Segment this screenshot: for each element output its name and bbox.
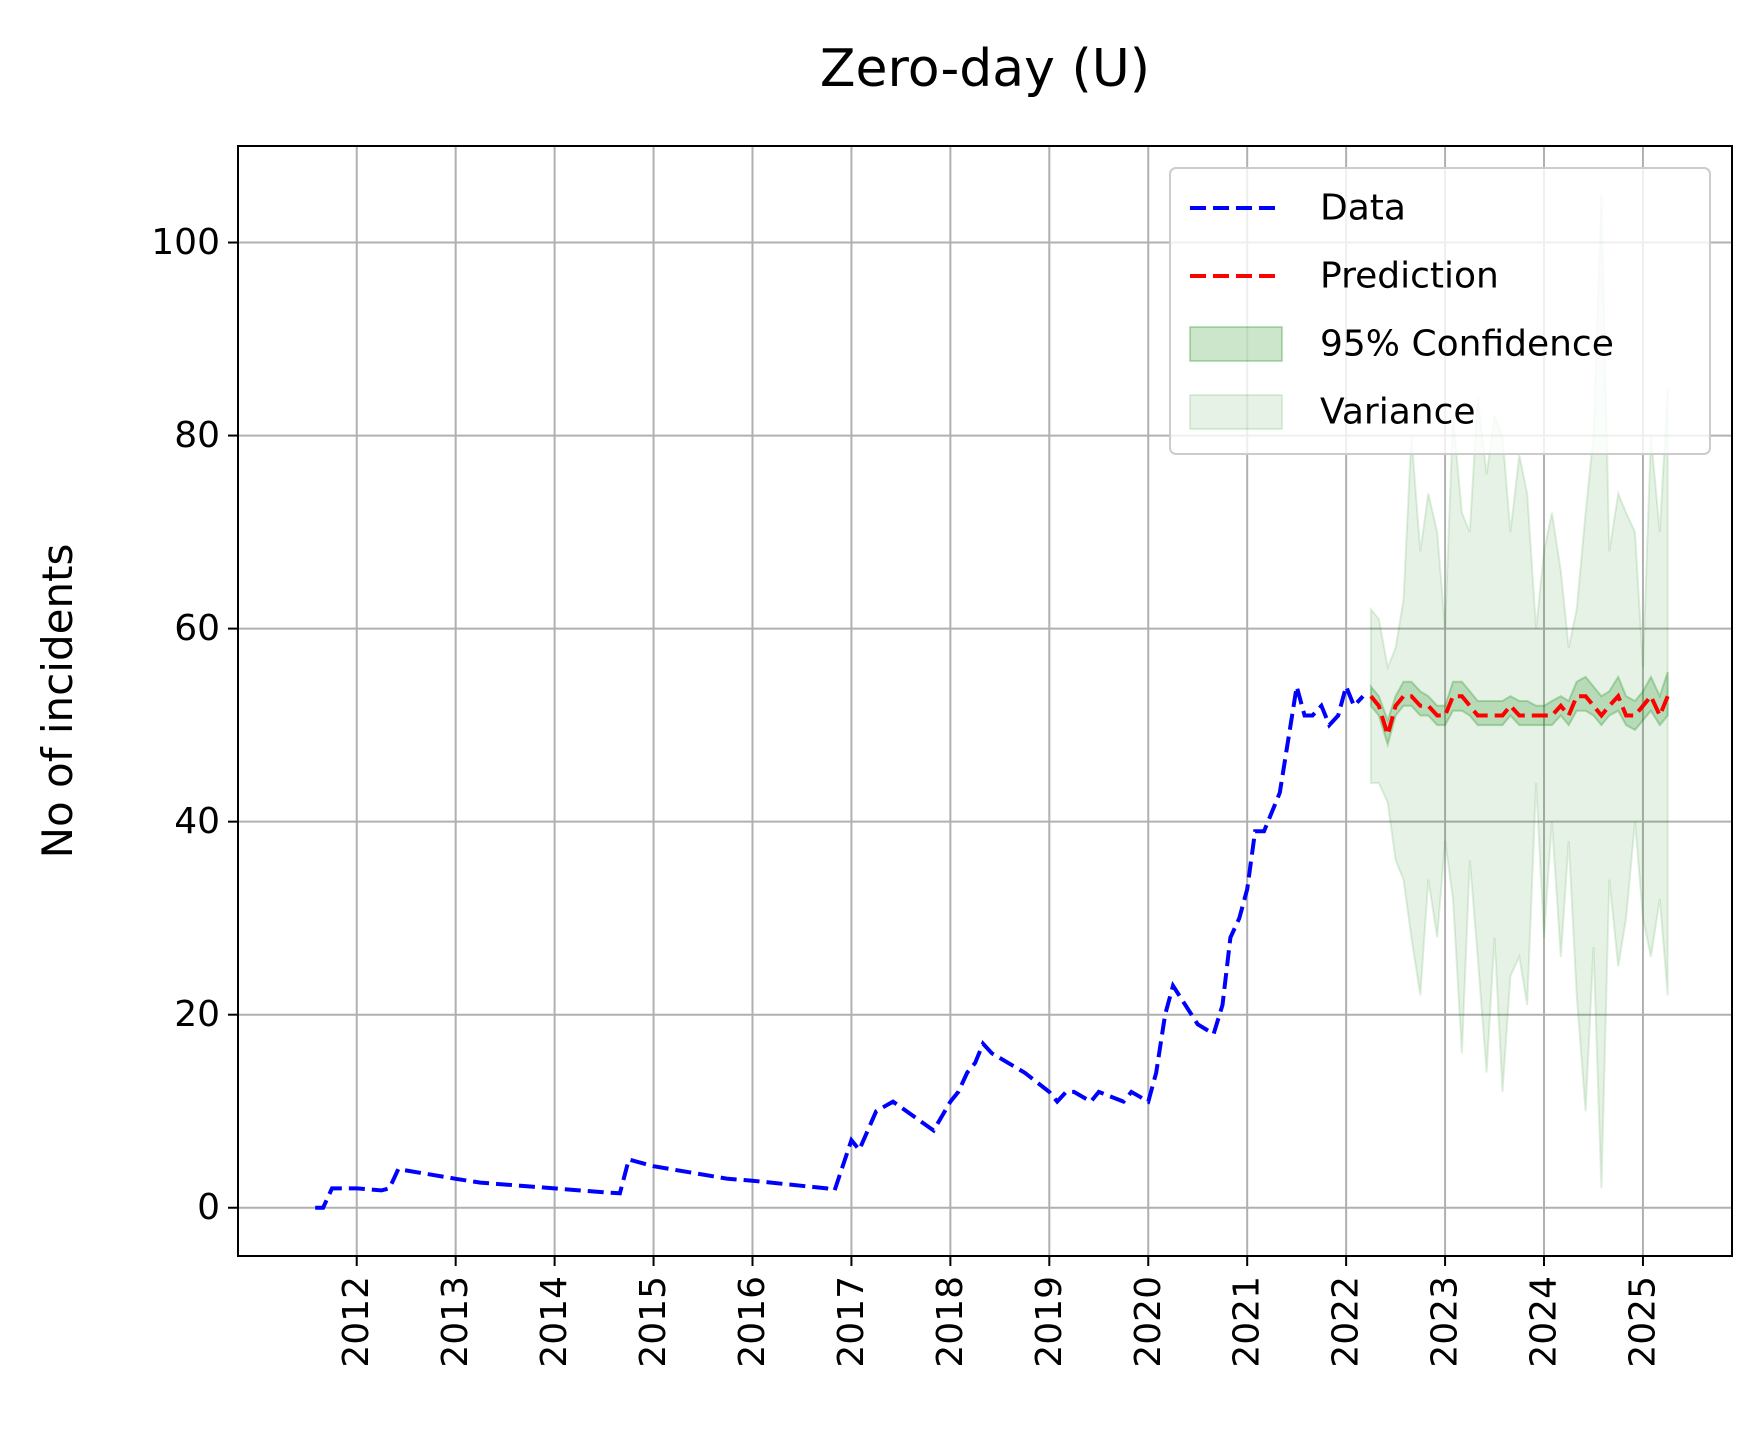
y-tick-label-100: 100 bbox=[151, 222, 220, 263]
x-tick-label-2021: 2021 bbox=[1227, 1276, 1268, 1368]
legend-label-variance: Variance bbox=[1320, 392, 1476, 433]
lines bbox=[315, 680, 1670, 1210]
y-tick-label-80: 80 bbox=[174, 415, 220, 456]
x-tick-label-2025: 2025 bbox=[1622, 1276, 1663, 1368]
x-tick-label-2023: 2023 bbox=[1425, 1276, 1466, 1368]
legend-label-data: Data bbox=[1320, 188, 1406, 229]
y-tick-label-0: 0 bbox=[197, 1187, 220, 1228]
y-axis-label: No of incidents bbox=[33, 544, 82, 859]
legend-swatch-95-confidence bbox=[1189, 326, 1283, 362]
x-tick-label-2024: 2024 bbox=[1524, 1276, 1565, 1368]
x-tick-label-2013: 2013 bbox=[435, 1276, 476, 1368]
ticks: 2012 2013 2014 2015 2016 2017 2018 2019 2020 2021… bbox=[151, 222, 1663, 1368]
legend-label-prediction: Prediction bbox=[1320, 256, 1499, 297]
legend: Data Prediction 95% Confidence Variance bbox=[1169, 167, 1711, 455]
x-tick-label-2019: 2019 bbox=[1029, 1276, 1070, 1368]
legend-item-95-confidence: 95% Confidence bbox=[1189, 324, 1614, 365]
x-tick-label-2017: 2017 bbox=[831, 1276, 872, 1368]
legend-box bbox=[1169, 167, 1711, 455]
x-tick-label-2016: 2016 bbox=[732, 1276, 773, 1368]
x-tick-label-2018: 2018 bbox=[930, 1276, 971, 1368]
plot-frame bbox=[237, 145, 1733, 1257]
series-95-confidence-band bbox=[1369, 671, 1669, 748]
series-data-line bbox=[315, 680, 1365, 1210]
y-tick-label-20: 20 bbox=[174, 994, 220, 1035]
chart-title: Zero-day (U) bbox=[820, 39, 1150, 99]
legend-item-data: Data bbox=[1190, 188, 1406, 229]
legend-swatch-variance bbox=[1189, 394, 1283, 430]
legend-item-variance: Variance bbox=[1189, 392, 1476, 433]
legend-label-95-confidence: 95% Confidence bbox=[1320, 324, 1614, 365]
x-tick-label-2014: 2014 bbox=[534, 1276, 575, 1368]
x-tick-label-2020: 2020 bbox=[1128, 1276, 1169, 1368]
x-tick-label-2015: 2015 bbox=[633, 1276, 674, 1368]
legend-item-prediction: Prediction bbox=[1190, 256, 1499, 297]
y-tick-label-60: 60 bbox=[174, 608, 220, 649]
x-tick-label-2012: 2012 bbox=[336, 1276, 377, 1368]
series-prediction-line bbox=[1369, 692, 1670, 742]
x-tick-label-2022: 2022 bbox=[1326, 1276, 1367, 1368]
y-tick-label-40: 40 bbox=[174, 801, 220, 842]
